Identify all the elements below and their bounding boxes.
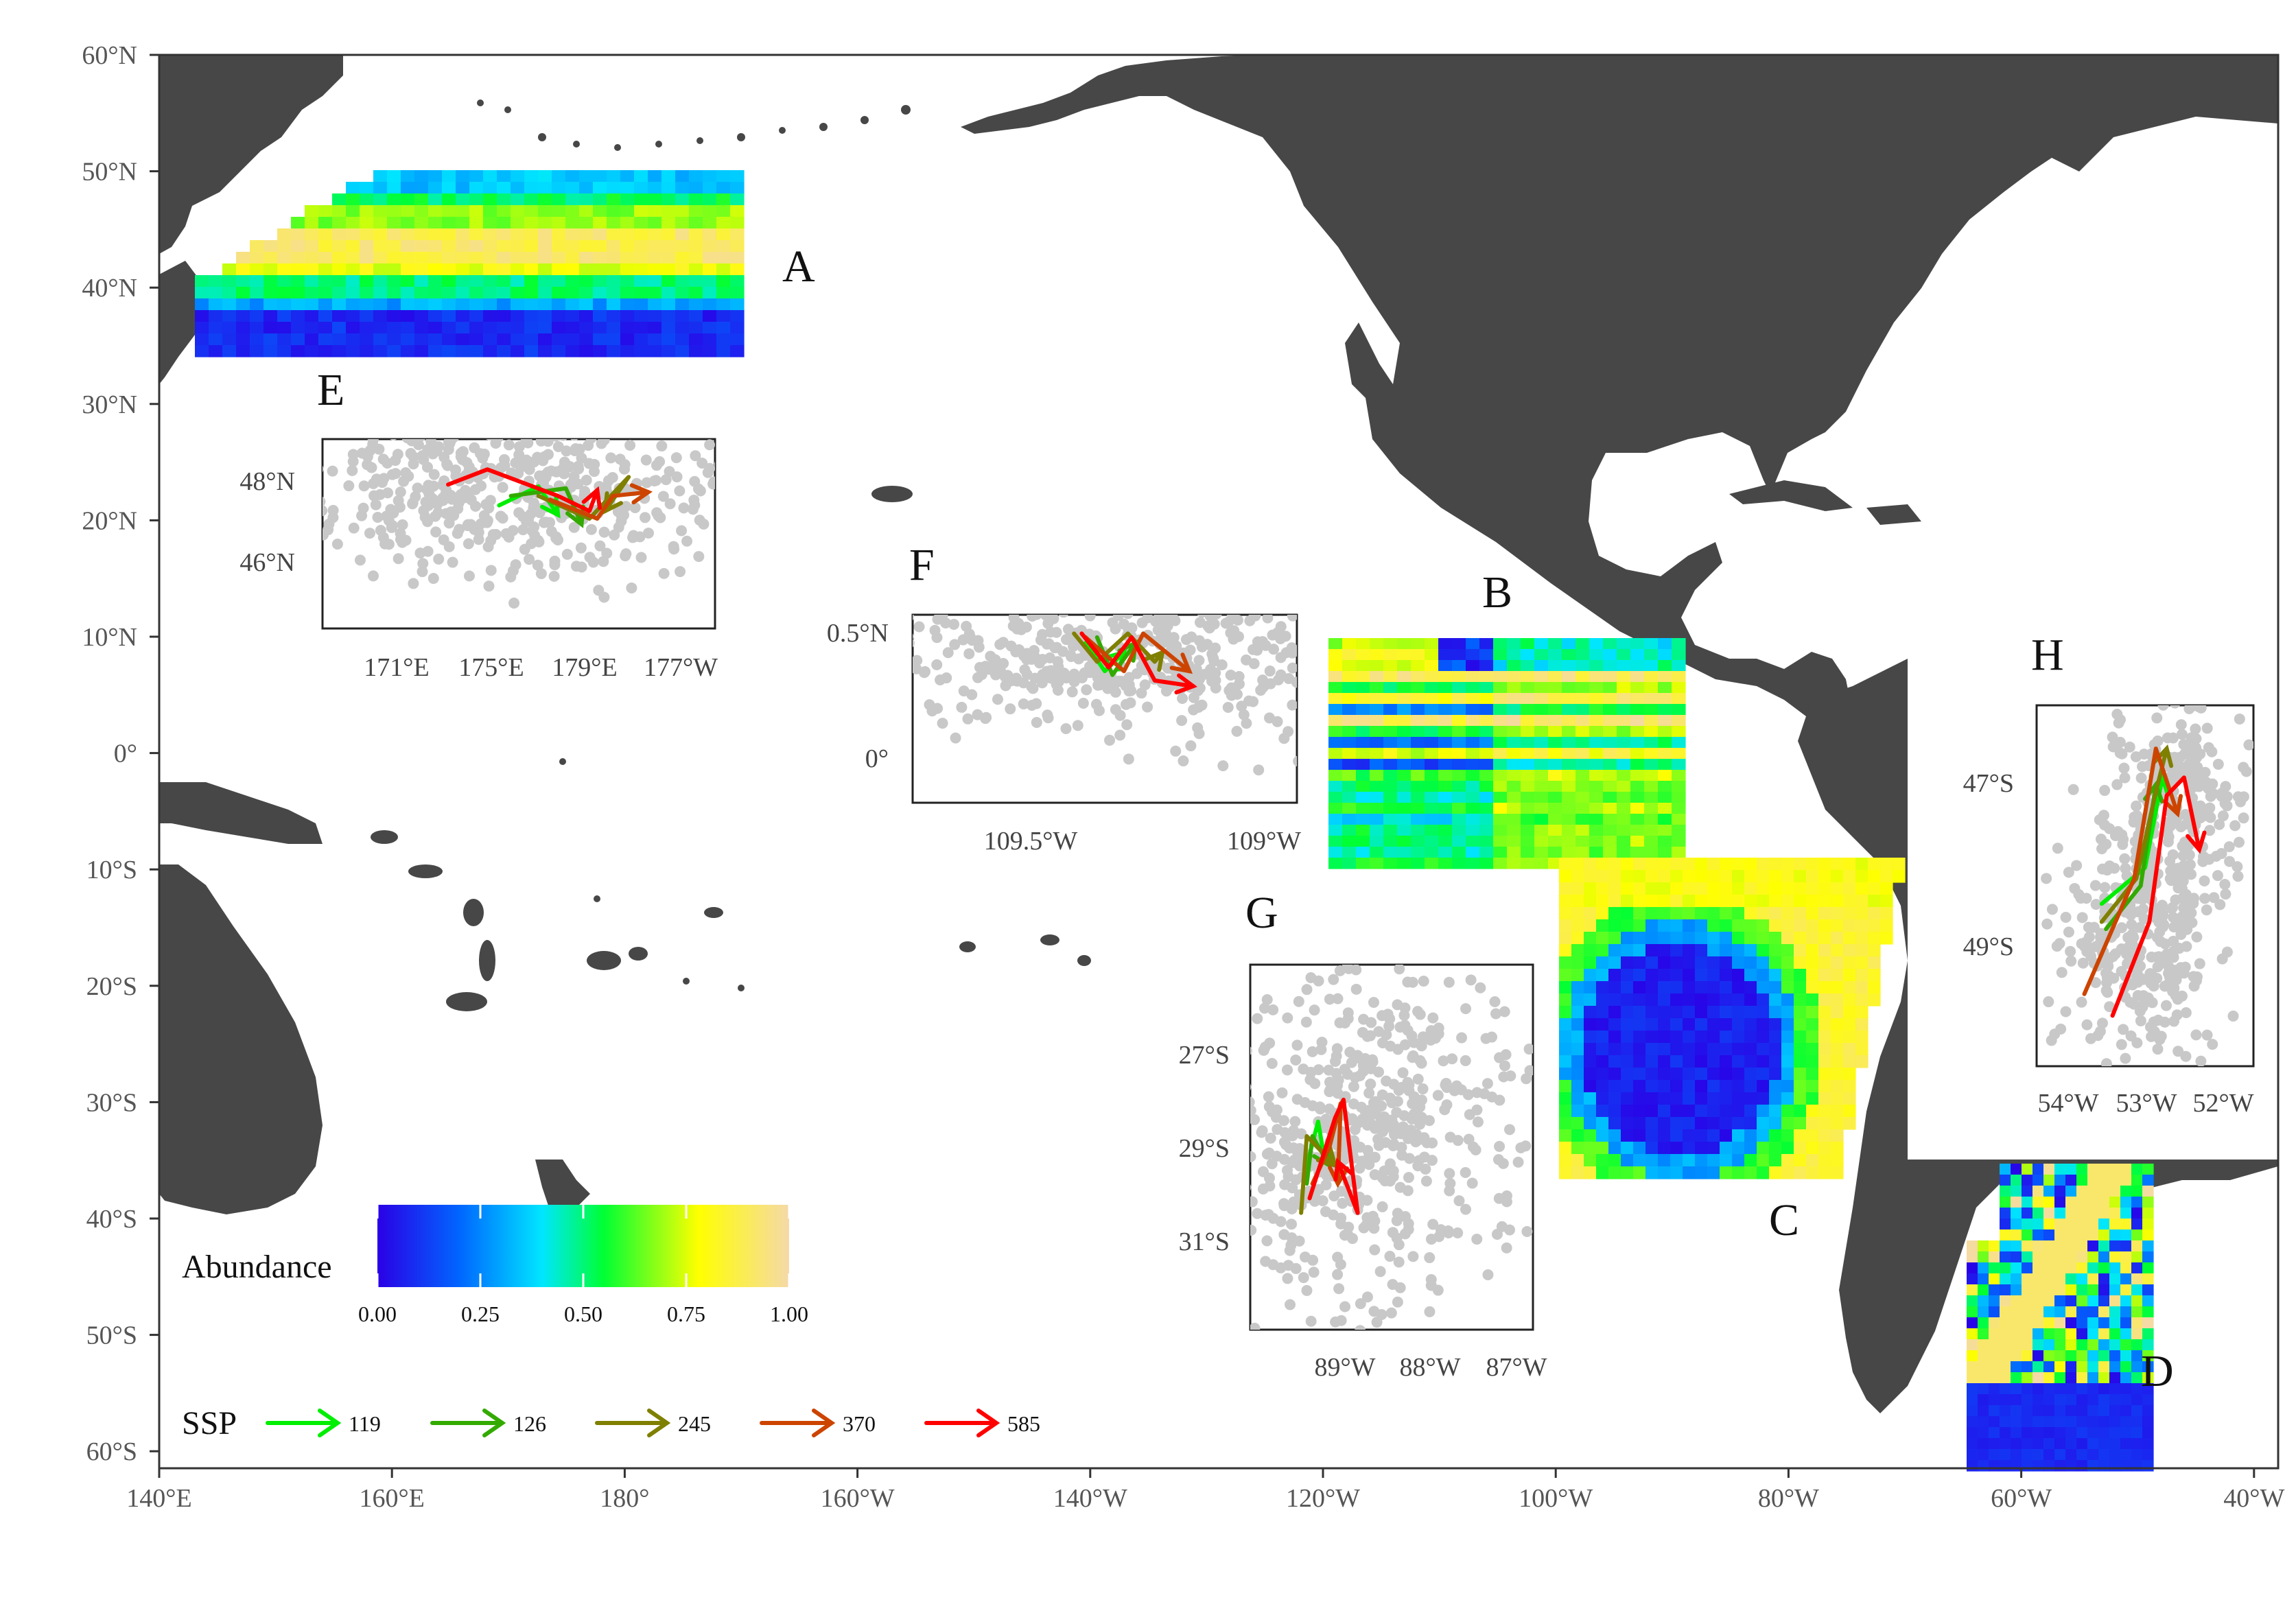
abundance-tick-2: 0.50: [564, 1302, 602, 1326]
map-frame: [158, 54, 2280, 1470]
japan: [159, 261, 206, 384]
inset-h-x-1: 54°W: [2037, 1089, 2098, 1118]
lon-tick-label: 160°W: [821, 1484, 895, 1513]
inset-g-y-1: 27°S: [1179, 1041, 1230, 1070]
lon-tick-label: 100°W: [1519, 1484, 1593, 1513]
inset-g-y-2: 29°S: [1179, 1134, 1230, 1163]
abundance-region-b: [1328, 638, 1686, 869]
cuba: [1729, 480, 1853, 511]
inset-g: 27°S 29°S 31°S 89°W 88°W 87°W: [1179, 963, 1547, 1382]
lon-tick-label: 140°W: [1053, 1484, 1127, 1513]
lat-tick-label: 60°N: [82, 41, 137, 70]
north-america: [961, 55, 2278, 727]
lat-tick-label: 50°N: [82, 158, 137, 187]
inset-e-x-1: 171°E: [364, 653, 429, 682]
ssp-legend: SSP 119 126 245 370 585: [182, 1405, 1040, 1441]
panel-label-h: H: [2031, 630, 2064, 680]
inset-f: 0.5°N 0° 109.5°W 109°W: [827, 613, 1301, 856]
panel-label-d: D: [2141, 1346, 2174, 1396]
ssp-legend-title: SSP: [182, 1405, 237, 1441]
ssp-item-119: 119: [266, 1409, 381, 1437]
ssp-item-126: 126: [430, 1409, 546, 1437]
inset-h: 47°S 49°S 54°W 53°W 52°W: [1963, 704, 2255, 1118]
hispaniola: [1866, 504, 1921, 525]
inset-h-y-2: 49°S: [1963, 932, 2014, 961]
lon-tick-label: 60°W: [1991, 1484, 2052, 1513]
lat-tick-label: 30°N: [82, 390, 137, 419]
inset-f-x-1: 109.5°W: [984, 827, 1078, 856]
panel-label-a: A: [782, 242, 815, 292]
lat-tick-label: 20°N: [82, 506, 137, 535]
greenland: [2072, 55, 2278, 103]
ssp-item-245: 245: [595, 1409, 711, 1437]
lat-tick-label: 30°S: [86, 1088, 137, 1117]
lat-tick-label: 20°S: [86, 972, 137, 1001]
ssp-label: 245: [678, 1411, 711, 1436]
lat-tick-label: 60°S: [86, 1437, 137, 1466]
inset-h-y-1: 47°S: [1963, 769, 2014, 798]
lon-tick-label: 140°E: [126, 1484, 191, 1513]
abundance-region-a: [195, 170, 745, 357]
abundance-region-d: [1967, 1164, 2154, 1472]
abundance-legend-title: Abundance: [182, 1249, 332, 1285]
lat-tick-label: 10°S: [86, 856, 137, 884]
longitude-axis: 140°E 160°E 180° 160°W 140°W 120°W 100°W 80°W 60…: [126, 1468, 2284, 1513]
lat-tick-label: 0°: [114, 740, 137, 768]
abundance-tick-3: 0.75: [667, 1302, 705, 1326]
inset-e-x-3: 179°E: [552, 653, 617, 682]
inset-f-x-2: 109°W: [1227, 827, 1301, 856]
asia-northeast: [159, 55, 343, 254]
panel-label-c: C: [1769, 1195, 1799, 1245]
inset-e-x-4: 177°W: [644, 653, 718, 682]
lon-tick-label: 160°E: [359, 1484, 424, 1513]
abundance-tick-4: 1.00: [770, 1302, 808, 1326]
inset-h-x-3: 52°W: [2192, 1089, 2253, 1118]
pacific-islands: [371, 486, 1091, 1011]
panel-label-f: F: [909, 540, 935, 590]
inset-e-x-2: 175°E: [458, 653, 524, 682]
lat-tick-label: 50°S: [86, 1321, 137, 1350]
inset-g-x-3: 87°W: [1486, 1353, 1547, 1382]
ssp-label: 119: [349, 1411, 381, 1436]
lat-tick-label: 40°N: [82, 274, 137, 303]
new-guinea: [159, 782, 323, 844]
inset-f-y-1: 0.5°N: [827, 619, 889, 648]
abundance-tick-0: 0.00: [358, 1302, 397, 1326]
inset-g-y-3: 31°S: [1179, 1227, 1230, 1256]
inset-e-y-2: 46°N: [239, 548, 295, 577]
lon-tick-label: 40°W: [2223, 1484, 2284, 1513]
lat-tick-label: 40°S: [86, 1205, 137, 1234]
inset-e-y-1: 48°N: [239, 467, 295, 496]
lon-tick-label: 80°W: [1758, 1484, 1819, 1513]
panel-label-e: E: [317, 365, 344, 415]
abundance-tick-1: 0.25: [461, 1302, 500, 1326]
inset-h-x-2: 53°W: [2116, 1089, 2177, 1118]
ssp-item-370: 370: [760, 1409, 876, 1437]
new-zealand: [535, 1160, 590, 1208]
ssp-label: 126: [513, 1411, 546, 1436]
panel-label-g: G: [1245, 888, 1278, 938]
latitude-axis: 60°N 50°N 40°N 30°N 20°N 10°N 0° 10°S 20°S 30°S 40…: [82, 41, 159, 1466]
lat-tick-label: 10°N: [82, 623, 137, 652]
inset-f-y-2: 0°: [865, 744, 889, 773]
abundance-legend: Abundance 0.00 0.25 0.50 0.75 1.00: [182, 1205, 808, 1326]
inset-e: 48°N 46°N 171°E 175°E 179°E 177°W: [239, 438, 718, 682]
aleutian-islands: [477, 99, 911, 151]
australia: [159, 864, 323, 1214]
ssp-item-585: 585: [924, 1409, 1040, 1437]
lon-tick-label: 120°W: [1286, 1484, 1360, 1513]
abundance-region-c: [1559, 858, 1906, 1179]
ssp-label: 585: [1007, 1411, 1040, 1436]
lon-tick-label: 180°: [600, 1484, 649, 1513]
inset-g-x-2: 88°W: [1399, 1353, 1460, 1382]
ssp-label: 370: [843, 1411, 876, 1436]
panel-label-b: B: [1482, 567, 1512, 617]
inset-g-x-1: 89°W: [1314, 1353, 1375, 1382]
